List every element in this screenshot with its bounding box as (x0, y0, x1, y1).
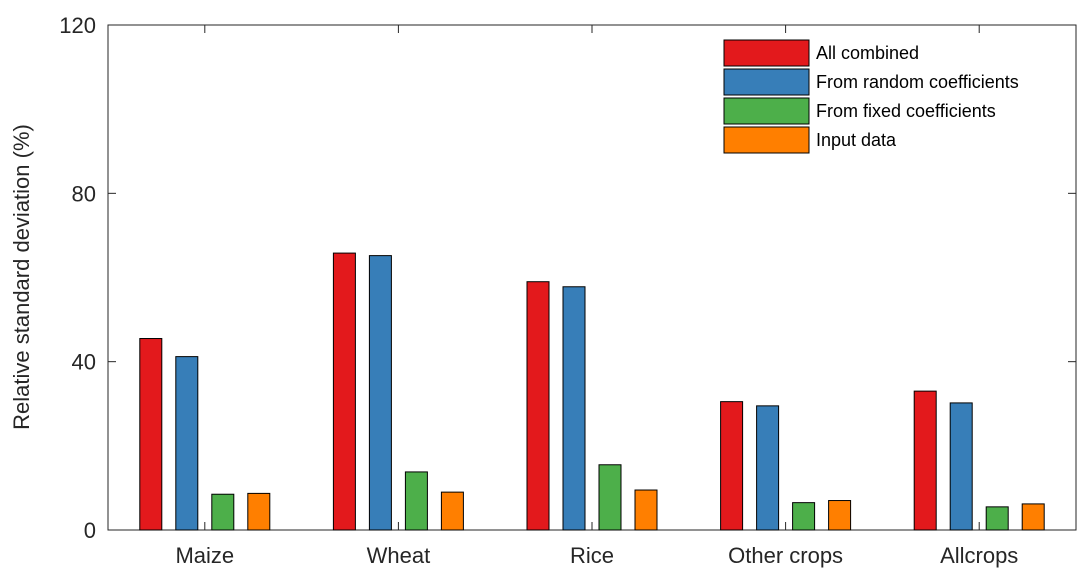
legend-label: All combined (816, 43, 919, 63)
x-tick-label: Maize (175, 543, 234, 568)
legend-label: From fixed coefficients (816, 101, 996, 121)
bar (175, 356, 199, 531)
bar (913, 390, 937, 531)
y-tick-label: 40 (72, 350, 96, 375)
y-tick-label: 0 (84, 518, 96, 543)
legend-label: Input data (816, 130, 897, 150)
bar (634, 489, 658, 531)
bar (949, 402, 973, 531)
x-tick-label: Other crops (728, 543, 843, 568)
y-tick-label: 120 (59, 13, 96, 38)
bar (598, 464, 622, 531)
legend-swatch (723, 97, 810, 125)
y-axis: 0 40 80 120 (59, 13, 1076, 543)
x-tick-label: Wheat (367, 543, 431, 568)
x-tick-label: Allcrops (940, 543, 1018, 568)
legend-swatch (723, 68, 810, 96)
bar (985, 506, 1009, 531)
legend-swatch (723, 126, 810, 154)
bar (720, 401, 744, 531)
bar (247, 492, 271, 531)
bar (828, 500, 852, 531)
bar (440, 491, 464, 531)
bar (562, 286, 586, 531)
bar (1021, 503, 1045, 531)
x-axis: Maize Wheat Rice Other crops Allcrops (175, 25, 1018, 568)
bar (792, 502, 816, 531)
legend-swatch (723, 39, 810, 67)
bars (139, 252, 1045, 531)
y-axis-title: Relative standard deviation (%) (9, 124, 34, 430)
bar (332, 252, 356, 531)
y-tick-label: 80 (72, 181, 96, 206)
bar (139, 338, 163, 531)
bar (526, 281, 550, 531)
bar (368, 255, 392, 531)
x-tick-label: Rice (570, 543, 614, 568)
legend-label: From random coefficients (816, 72, 1019, 92)
bar (404, 471, 428, 531)
bar (756, 405, 780, 531)
bar (211, 493, 235, 531)
legend: All combined From random coefficients From… (723, 39, 1019, 154)
